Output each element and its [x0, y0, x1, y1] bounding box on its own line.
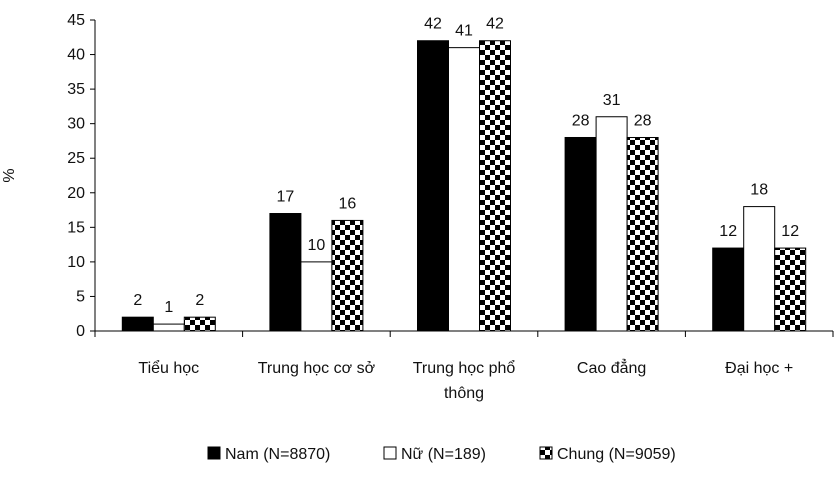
bar-nu	[743, 206, 776, 332]
y-tick-label: 20	[67, 185, 85, 202]
legend: Nam (N=8870) Nữ (N=189) Chung (N=9059)	[207, 446, 676, 463]
bar-value-label: 12	[719, 223, 737, 240]
x-category-label: Cao đẳng	[577, 358, 646, 377]
y-tick-label: 40	[67, 47, 85, 64]
bar-value-label: 2	[195, 292, 204, 309]
bar-value-label: 1	[164, 299, 173, 316]
bar-chung	[479, 40, 511, 332]
x-category-label: Tiểu học	[138, 359, 199, 377]
x-category-label: Trung học phổ	[413, 359, 516, 377]
bar-value-label: 17	[277, 189, 295, 206]
x-category-label: Trung học cơ sở	[258, 360, 376, 377]
bar-nam	[417, 40, 449, 332]
bar-nam	[121, 316, 154, 332]
y-tick-label: 15	[67, 219, 85, 236]
y-tick-label: 35	[67, 81, 85, 98]
bar-nam	[564, 136, 597, 332]
y-tick-label: 45	[67, 12, 85, 29]
bar-value-label: 31	[603, 92, 621, 109]
bar-value-label: 16	[339, 195, 357, 212]
bar-chung	[774, 247, 807, 332]
bar-nam	[712, 247, 745, 332]
bar-value-label: 42	[424, 16, 442, 33]
bar-chung	[331, 219, 364, 332]
bars-layer	[121, 40, 807, 332]
bar-value-label: 28	[572, 112, 590, 129]
y-axis-title: %	[1, 168, 18, 182]
bar-chung	[626, 136, 659, 332]
bar-value-label: 2	[133, 292, 142, 309]
x-category-label: thông	[444, 385, 484, 402]
bar-value-label: 18	[750, 182, 768, 199]
bar-value-label: 10	[308, 237, 326, 254]
legend-label: Chung (N=9059)	[557, 446, 676, 463]
bar-nu	[152, 323, 185, 332]
bar-nu	[595, 116, 628, 332]
legend-label: Nữ (N=189)	[401, 446, 486, 463]
legend-label: Nam (N=8870)	[225, 446, 330, 463]
legend-swatch	[539, 446, 553, 460]
bar-nu	[448, 47, 480, 332]
y-tick-label: 0	[76, 323, 85, 340]
y-tick-label: 25	[67, 150, 85, 167]
legend-swatch	[207, 446, 221, 460]
y-tick-label: 5	[76, 288, 85, 305]
bar-nam	[269, 213, 302, 332]
legend-swatch	[383, 446, 397, 460]
x-category-label: Đại học +	[725, 360, 793, 377]
bar-value-label: 12	[781, 223, 799, 240]
bar-value-label: 28	[634, 112, 652, 129]
y-tick-label: 10	[67, 254, 85, 271]
bar-value-label: 42	[486, 16, 504, 33]
bar-value-label: 41	[455, 23, 473, 40]
y-tick-label: 30	[67, 116, 85, 133]
bar-chung	[183, 316, 216, 332]
axes-layer: 0 5 10 15 20 25 30 35 40 45% Tiểu học Trung học cơ …	[1, 12, 834, 402]
bar-nu	[300, 261, 333, 332]
